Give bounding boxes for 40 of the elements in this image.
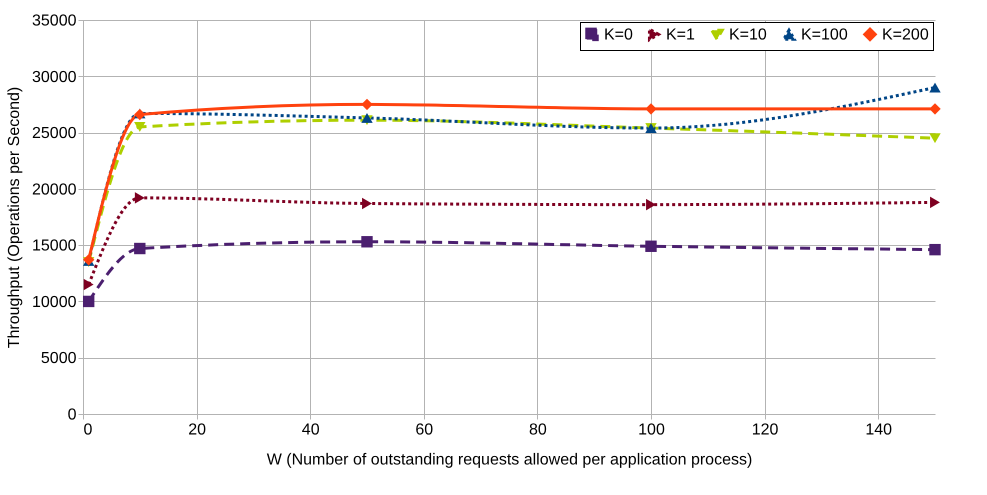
- x-tick-label: 0: [84, 422, 92, 438]
- point: [361, 113, 373, 123]
- point: [929, 244, 941, 256]
- y-tick-label: 15000: [32, 238, 77, 255]
- x-tick-label: 60: [415, 422, 434, 438]
- point: [361, 98, 373, 110]
- point: [84, 278, 94, 290]
- point: [362, 198, 372, 210]
- point: [929, 103, 941, 115]
- point: [361, 236, 373, 248]
- y-tick-label: 20000: [32, 181, 77, 198]
- legend-label: K=200: [882, 26, 929, 44]
- point: [82, 296, 94, 308]
- x-axis-title: W (Number of outstanding requests allowed per application process): [266, 452, 752, 468]
- legend-label: K=100: [801, 26, 848, 44]
- point: [645, 240, 657, 252]
- legend-label: K=0: [604, 26, 634, 44]
- y-tick-label: 10000: [32, 294, 77, 311]
- point: [929, 133, 941, 144]
- point: [929, 82, 941, 92]
- y-tick-label: 0: [68, 406, 77, 424]
- point: [134, 242, 146, 254]
- y-tick-label: 25000: [32, 125, 77, 142]
- y-axis-title: Throughput (Operations per Second): [6, 86, 24, 348]
- point: [645, 103, 657, 115]
- point: [134, 192, 145, 204]
- y-tick-label: 35000: [32, 12, 77, 30]
- legend-label: K=10: [729, 26, 767, 44]
- x-tick-label: 140: [865, 422, 892, 438]
- y-tick-label: 30000: [32, 68, 77, 86]
- legend-label: K=1: [666, 26, 696, 44]
- x-tick-label: 120: [752, 422, 779, 438]
- x-tick-label: 80: [529, 422, 547, 438]
- x-tick-label: 20: [188, 422, 206, 438]
- y-tick-label: 5000: [40, 350, 77, 368]
- point: [646, 198, 656, 210]
- x-tick-label: 40: [302, 422, 320, 438]
- x-tick-label: 100: [638, 422, 665, 438]
- point: [930, 196, 940, 208]
- point: [134, 122, 146, 132]
